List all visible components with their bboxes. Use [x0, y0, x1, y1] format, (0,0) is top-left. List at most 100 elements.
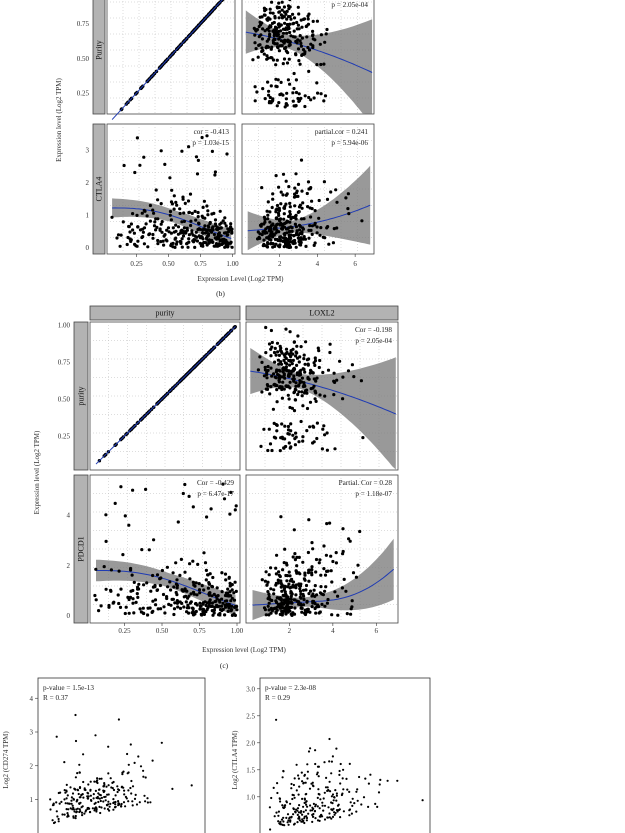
data-point [319, 585, 323, 589]
strip-label: LOXL2 [309, 309, 334, 318]
data-point [63, 813, 66, 816]
data-point [284, 327, 288, 331]
data-point [266, 368, 270, 372]
data-point [138, 801, 141, 804]
data-point [275, 400, 279, 404]
data-point [207, 232, 211, 236]
y-tick-label: 3.0 [246, 685, 255, 693]
data-point [279, 360, 283, 364]
data-point [263, 231, 267, 235]
data-point [374, 802, 377, 806]
data-point [187, 145, 191, 149]
data-point [281, 31, 286, 35]
data-point [421, 799, 424, 802]
data-point [224, 224, 228, 228]
data-point [296, 821, 299, 824]
data-point [306, 805, 309, 808]
data-point [168, 580, 172, 584]
data-point [273, 815, 276, 818]
data-point [100, 796, 103, 800]
data-point [308, 425, 312, 429]
data-point [230, 231, 234, 235]
fig-b-row-strip: CTLA4 [92, 123, 106, 255]
data-point [289, 349, 293, 353]
data-point [180, 237, 184, 241]
data-point [69, 786, 72, 789]
data-point [82, 780, 85, 784]
data-point [287, 582, 291, 586]
data-point [119, 485, 123, 489]
data-point [336, 594, 340, 598]
data-point [314, 557, 319, 562]
data-point [341, 552, 345, 556]
data-point [283, 21, 287, 25]
data-point [291, 583, 295, 588]
data-point [215, 603, 219, 607]
data-point [302, 577, 306, 581]
data-point [284, 102, 288, 106]
data-point [283, 547, 287, 551]
data-point [123, 611, 127, 616]
data-point [120, 802, 123, 806]
data-point [277, 353, 281, 357]
data-point [213, 605, 217, 610]
data-point [297, 12, 301, 16]
data-point [271, 197, 275, 201]
data-point [154, 228, 158, 232]
data-point [187, 494, 191, 498]
data-point [89, 789, 92, 792]
data-point [332, 799, 335, 802]
correlation-annotation: partial.cor = 0.241 [315, 128, 369, 136]
data-point [253, 85, 257, 89]
data-point [191, 590, 196, 594]
data-point [299, 96, 303, 100]
data-point [301, 404, 305, 408]
fig-c-x-axis-label: Expression level (Log2 TPM) [202, 646, 286, 654]
data-point [296, 334, 300, 338]
data-point [124, 795, 127, 799]
data-point [75, 810, 78, 813]
data-point [322, 62, 326, 66]
data-point [188, 601, 192, 605]
data-point [76, 799, 79, 802]
data-point [281, 93, 285, 97]
data-point [281, 380, 285, 384]
data-point [205, 204, 209, 208]
data-point [232, 591, 236, 595]
data-point [322, 180, 326, 184]
data-point [176, 232, 180, 236]
y-tick-label: 0 [67, 612, 71, 620]
data-point [331, 559, 335, 564]
data-point [283, 231, 287, 236]
data-point [328, 780, 331, 783]
data-point [191, 559, 195, 563]
data-point [322, 424, 326, 428]
data-point [322, 809, 325, 812]
data-point [298, 39, 302, 43]
data-point [266, 56, 270, 60]
data-point [329, 569, 333, 573]
data-point [225, 152, 229, 156]
data-point [294, 586, 298, 590]
data-point [292, 377, 296, 381]
data-point [255, 90, 259, 94]
data-point [63, 789, 66, 792]
data-point [336, 613, 340, 617]
data-point [272, 588, 276, 592]
data-point [292, 29, 296, 33]
data-point [152, 224, 157, 228]
data-point [289, 585, 293, 589]
data-point [148, 606, 152, 610]
data-point [280, 396, 284, 400]
data-point [303, 362, 307, 366]
data-point [270, 374, 274, 378]
x-tick-label: 6 [353, 260, 357, 268]
data-point [277, 10, 282, 14]
data-point [181, 234, 186, 238]
data-point [72, 797, 75, 801]
data-point [263, 368, 267, 372]
data-point [275, 228, 279, 233]
data-point [141, 235, 145, 239]
data-point [127, 800, 130, 803]
